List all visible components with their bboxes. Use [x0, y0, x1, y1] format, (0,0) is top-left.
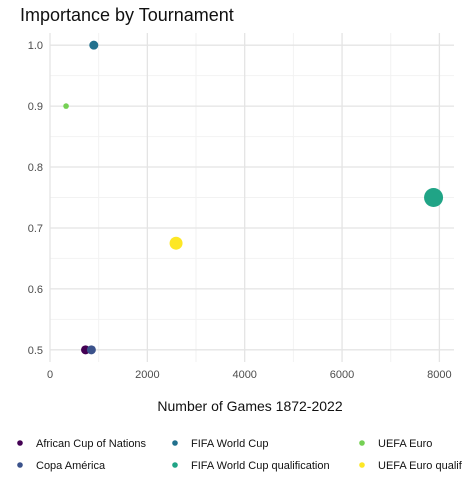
legend-label: FIFA World Cup — [191, 438, 268, 450]
x-tick-label: 4000 — [232, 369, 256, 381]
legend: African Cup of Nations Copa América FIFA W… — [17, 438, 462, 472]
y-axis-ticks: 0.5 0.6 0.7 0.8 0.9 1.0 — [28, 40, 43, 357]
data-point — [424, 188, 444, 207]
x-axis-ticks: 0 2000 4000 6000 8000 — [47, 369, 452, 381]
x-tick-label: 0 — [47, 369, 53, 381]
legend-label: UEFA Euro qualification — [378, 460, 462, 472]
legend-item: Copa América — [17, 460, 106, 472]
legend-item: African Cup of Nations — [17, 438, 147, 450]
data-points — [63, 40, 444, 355]
grid — [49, 33, 454, 362]
legend-key — [359, 462, 365, 468]
y-tick-label: 0.5 — [28, 345, 43, 357]
legend-key — [172, 440, 178, 446]
x-tick-label: 8000 — [427, 369, 451, 381]
legend-label: FIFA World Cup qualification — [191, 460, 330, 472]
data-point — [63, 103, 69, 109]
y-tick-label: 0.9 — [28, 101, 43, 113]
legend-item: FIFA World Cup — [172, 438, 268, 450]
legend-item: UEFA Euro — [359, 438, 432, 450]
y-tick-label: 0.7 — [28, 223, 43, 235]
y-tick-label: 0.6 — [28, 284, 43, 296]
legend-label: Copa América — [36, 460, 106, 472]
data-point — [86, 345, 96, 355]
legend-key — [172, 462, 178, 468]
x-axis-title: Number of Games 1872-2022 — [157, 398, 342, 414]
x-tick-label: 6000 — [330, 369, 354, 381]
legend-label: African Cup of Nations — [36, 438, 147, 450]
legend-label: UEFA Euro — [378, 438, 432, 450]
legend-key — [17, 440, 23, 446]
legend-item: UEFA Euro qualification — [359, 460, 462, 472]
legend-key — [17, 462, 23, 468]
legend-item: FIFA World Cup qualification — [172, 460, 330, 472]
data-point — [89, 40, 99, 50]
x-tick-label: 2000 — [135, 369, 159, 381]
legend-key — [359, 440, 365, 446]
data-point — [169, 236, 183, 250]
y-tick-label: 0.8 — [28, 162, 43, 174]
y-tick-label: 1.0 — [28, 40, 43, 52]
chart-title: Importance by Tournament — [20, 5, 234, 25]
